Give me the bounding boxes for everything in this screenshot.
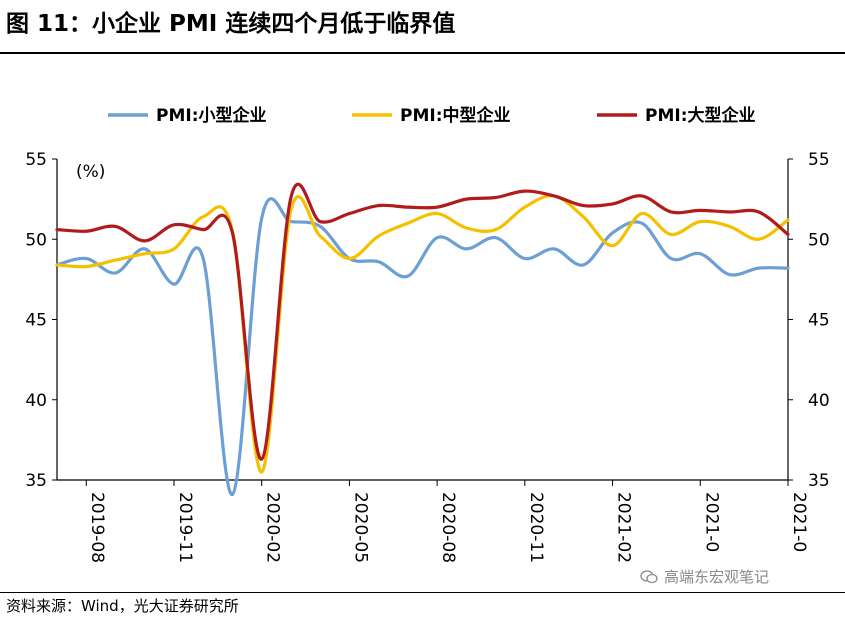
series-large-enterprise-line bbox=[55, 182, 790, 461]
right-y-tick-label: 40 bbox=[808, 391, 830, 411]
x-tick-label: 2019-08 bbox=[87, 492, 107, 563]
x-tick-label: 2020-05 bbox=[350, 492, 370, 563]
x-ticks: 2019-08 2019-11 2020-02 2020-05 2020-08 2020-… bbox=[85, 480, 809, 563]
footer-divider bbox=[0, 592, 845, 593]
x-tick-label: 2020-02 bbox=[263, 492, 283, 563]
unit-label: (%) bbox=[76, 162, 105, 182]
watermark-text: 高端东宏观笔记 bbox=[664, 568, 770, 586]
series-medium-enterprise-line bbox=[55, 194, 790, 474]
chart-legend: PMI:小型企业 PMI:中型企业 PMI:大型企业 bbox=[108, 105, 756, 126]
left-y-tick-label: 45 bbox=[25, 311, 47, 331]
legend-item-medium: PMI:中型企业 bbox=[352, 105, 511, 126]
x-tick-label: 2021-02 bbox=[614, 492, 634, 563]
left-y-tick-label: 50 bbox=[25, 230, 47, 250]
legend-label: PMI:中型企业 bbox=[400, 105, 511, 126]
wechat-watermark: 高端东宏观笔记 bbox=[640, 566, 769, 587]
title-divider bbox=[0, 52, 845, 54]
right-y-tick-label: 45 bbox=[808, 311, 830, 331]
left-y-ticks: 35 40 45 50 55 bbox=[25, 150, 57, 491]
left-y-tick-label: 35 bbox=[25, 471, 47, 491]
x-tick-label: 2020-11 bbox=[526, 492, 546, 563]
figure-title: 图 11：小企业 PMI 连续四个月低于临界值 bbox=[6, 11, 456, 37]
right-y-tick-label: 35 bbox=[808, 471, 830, 491]
x-tick-label: 2019-11 bbox=[175, 492, 195, 563]
left-y-tick-label: 40 bbox=[25, 391, 47, 411]
legend-item-small: PMI:小型企业 bbox=[108, 105, 267, 126]
legend-item-large: PMI:大型企业 bbox=[597, 105, 756, 126]
legend-label: PMI:小型企业 bbox=[156, 105, 267, 126]
x-tick-label: 2020-08 bbox=[438, 492, 458, 563]
x-tick-label: 2021-0 bbox=[789, 492, 809, 552]
legend-label: PMI:大型企业 bbox=[645, 105, 756, 126]
right-y-tick-label: 55 bbox=[808, 150, 830, 170]
left-y-tick-label: 55 bbox=[25, 150, 47, 170]
right-y-ticks: 35 40 45 50 55 bbox=[788, 150, 830, 491]
wechat-icon bbox=[640, 570, 658, 584]
series-lines bbox=[55, 182, 790, 497]
x-tick-label: 2021-0 bbox=[701, 492, 721, 552]
source-note: 资料来源：Wind，光大证券研究所 bbox=[6, 597, 239, 615]
series-small-enterprise-line bbox=[55, 197, 790, 497]
right-y-tick-label: 50 bbox=[808, 230, 830, 250]
